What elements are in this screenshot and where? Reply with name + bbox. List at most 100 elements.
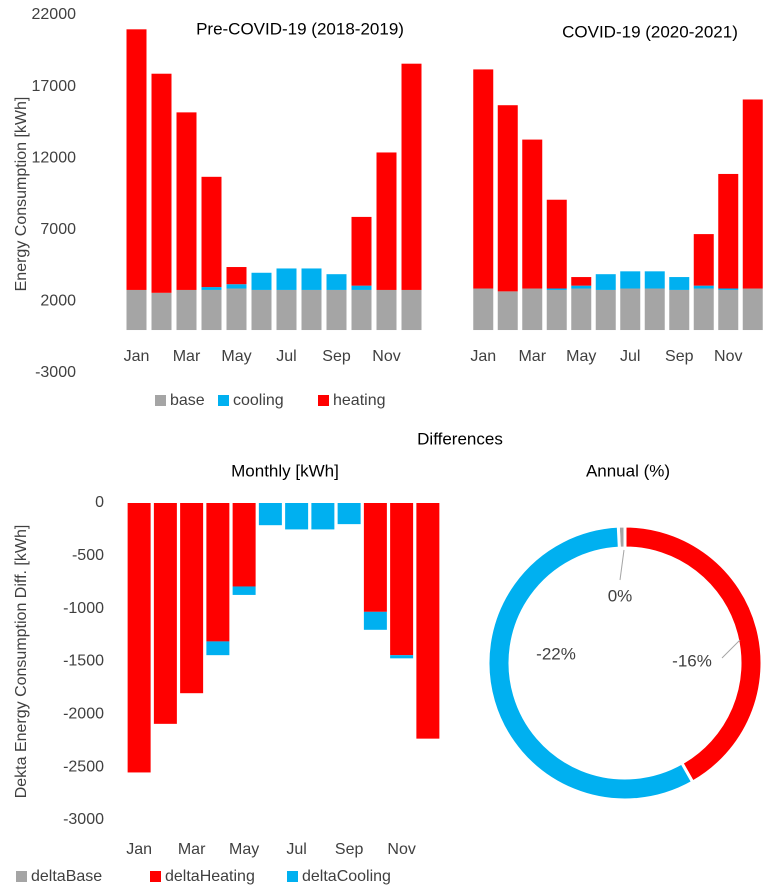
y-tick-label: 0 [95,494,104,511]
x-tick-label: May [221,348,251,365]
x-tick-label: Sep [335,841,364,858]
x-tick-label: Jul [286,841,306,858]
chart-title: Monthly [kWh] [231,461,339,480]
x-tick-label: Nov [387,841,415,858]
x-tick-label: Mar [178,841,206,858]
legend-swatch [218,395,229,406]
y-tick-label: 7000 [40,221,76,238]
bar-segment [497,105,518,292]
x-tick-label: Jan [470,348,496,365]
bar-segment [201,287,222,290]
bar-segment [363,611,387,630]
bar-segment [376,289,397,331]
bar-segment [226,284,247,289]
bar-segment [693,234,714,286]
donut-slice [486,524,695,802]
bar-segment [401,289,422,331]
data-label: -22% [536,644,576,663]
bar-segment [571,288,592,331]
bar-segment [276,268,297,290]
bar-segment [326,274,347,290]
bar-segment [742,288,763,331]
bar-segment [571,285,592,289]
bar-segment [416,503,440,739]
bar-segment [301,289,322,331]
bar-segment [620,288,641,331]
y-axis-label: Energy Consumption [kWh] [13,97,30,292]
bar-segment [151,292,172,331]
y-tick-label: 12000 [32,149,77,166]
y-tick-label: -2000 [63,706,104,723]
x-tick-label: Jul [276,348,296,365]
bar-segment [206,641,230,656]
x-tick-label: Nov [714,348,742,365]
y-tick-label: -3000 [35,364,76,381]
bar-segment [151,73,172,293]
bar-segment [301,268,322,290]
bar-segment [669,277,690,290]
section-title: Differences [417,429,503,448]
legend-label: heating [333,392,386,409]
legend-label: deltaCooling [302,868,391,885]
bar-segment [473,288,494,331]
bar-segment [546,289,567,331]
legend-swatch [150,871,161,882]
bar-segment [126,29,147,290]
bar-segment [473,69,494,289]
bar-segment [285,503,309,530]
x-tick-label: Jan [126,841,152,858]
y-tick-label: -1500 [63,653,104,670]
y-axis-label: Dekta Energy Consumption Diff. [kWh] [13,525,30,799]
chart-title: Annual (%) [586,461,670,480]
bar-segment [522,288,543,331]
data-label: -16% [672,651,712,670]
y-tick-label: 22000 [32,6,77,23]
x-tick-label: Jul [620,348,640,365]
bar-segment [232,586,256,595]
data-label: 0% [608,586,633,605]
x-tick-label: May [229,841,259,858]
x-tick-label: Jan [124,348,150,365]
y-tick-label: 17000 [32,78,77,95]
x-tick-label: Mar [173,348,201,365]
bar-segment [693,288,714,331]
bar-segment [595,289,616,331]
y-tick-label: 2000 [40,293,76,310]
y-tick-label: -500 [72,547,104,564]
bar-segment [251,289,272,331]
bar-segment [176,112,197,290]
bar-segment [693,285,714,289]
x-tick-label: Sep [665,348,694,365]
bar-segment [258,503,282,526]
bar-segment [401,63,422,290]
bar-segment [201,289,222,331]
bar-segment [546,288,567,290]
bar-segment [311,503,335,530]
bar-segment [390,503,414,656]
bar-segment [669,289,690,331]
bar-segment [326,289,347,331]
bar-segment [546,199,567,289]
bar-segment [276,289,297,331]
bar-segment [363,503,387,612]
bar-segment [126,289,147,331]
legend-swatch [16,871,27,882]
chart-title: Pre-COVID-19 (2018-2019) [196,19,404,38]
x-tick-label: Mar [518,348,546,365]
legend-swatch [155,395,166,406]
bar-segment [644,288,665,331]
legend-label: base [170,392,205,409]
bar-segment [127,503,151,773]
bar-segment [226,267,247,285]
bar-segment [351,289,372,331]
y-tick-label: -2500 [63,758,104,775]
legend-swatch [318,395,329,406]
bar-segment [718,289,739,331]
bar-segment [718,173,739,289]
bar-segment [718,288,739,290]
bar-segment [742,99,763,289]
leader-line [619,549,625,581]
bar-segment [522,139,543,289]
